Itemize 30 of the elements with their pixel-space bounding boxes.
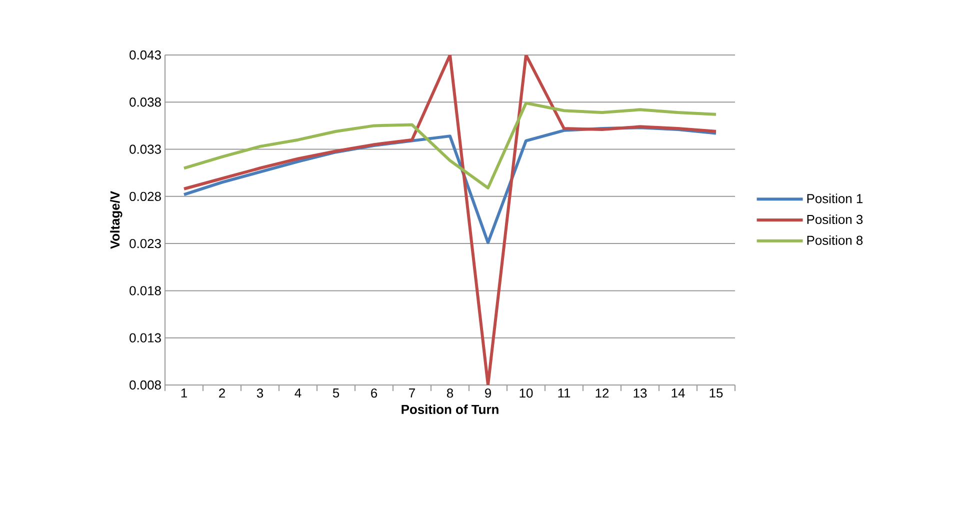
- x-tick-label: 2: [219, 388, 225, 398]
- x-tick-label: 9: [485, 388, 491, 398]
- legend-label: Position 8: [807, 235, 863, 245]
- y-axis-title: Voltage/V: [110, 191, 122, 249]
- y-tick-label: 0.013: [130, 333, 161, 342]
- line-series: [182, 102, 718, 190]
- x-tick-label: 3: [256, 388, 264, 398]
- y-tick-label: 0.018: [130, 286, 161, 296]
- y-tick-label: 0.028: [130, 192, 161, 201]
- y-tick-label: 0.043: [130, 50, 161, 60]
- x-tick-label: 4: [294, 388, 302, 398]
- y-tick-label: 0.008: [130, 380, 161, 390]
- y-tick-label: 0.038: [130, 98, 161, 107]
- x-tick-label: 13: [634, 388, 647, 398]
- x-tick-label: 8: [446, 388, 454, 398]
- x-tick-label: 12: [596, 388, 609, 398]
- x-axis-title: Position of Turn: [402, 404, 498, 414]
- x-tick-label: 10: [520, 388, 533, 398]
- y-tick-label: 0.033: [130, 144, 161, 154]
- legend-label: Position 1: [807, 194, 863, 204]
- y-tick-label: 0.023: [130, 238, 161, 248]
- legend-label: Position 3: [807, 214, 863, 224]
- x-tick-label: 15: [710, 388, 723, 398]
- x-tick-label: 1: [181, 388, 187, 398]
- x-tick-label: 6: [371, 388, 378, 398]
- x-tick-label: 11: [558, 388, 570, 398]
- x-tick-label: 5: [332, 388, 340, 398]
- line-series: [182, 54, 718, 385]
- x-tick-label: 7: [409, 388, 415, 398]
- x-tick-label: 14: [672, 388, 685, 398]
